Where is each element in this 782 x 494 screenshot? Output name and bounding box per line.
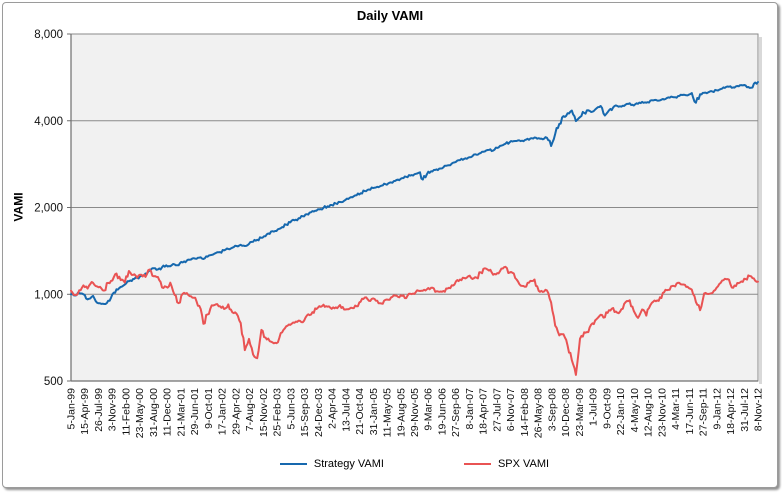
x-tick-label: 5-Jun-03 bbox=[285, 388, 297, 430]
spx-line-swatch-icon bbox=[463, 463, 491, 465]
x-tick-label: 23-May-00 bbox=[134, 388, 146, 438]
plot-shadow-right bbox=[759, 37, 762, 384]
x-tick-label: 21-Mar-01 bbox=[175, 388, 187, 437]
x-tick-label: 11-Feb-00 bbox=[121, 388, 133, 436]
x-tick-label: 15-Sep-03 bbox=[299, 388, 311, 437]
x-tick-label: 18-Apr-12 bbox=[725, 388, 737, 435]
x-tick-labels: 5-Jan-99 15-Apr-99 26-Jul-99 3-Nov-99 11-Feb… bbox=[66, 388, 765, 438]
y-tick-label: 8,000 bbox=[34, 29, 63, 41]
legend-item-strategy: Strategy VAMI bbox=[279, 458, 384, 470]
x-tick-label: 8-Nov-12 bbox=[753, 388, 765, 431]
x-tick-label: 29-Nov-05 bbox=[409, 388, 421, 437]
x-tick-label: 4-May-10 bbox=[629, 388, 641, 433]
x-tick-label: 7-Aug-02 bbox=[244, 388, 256, 431]
x-tick-label: 22-Jan-10 bbox=[615, 388, 627, 435]
x-tick-label: 31-Jan-05 bbox=[368, 388, 380, 435]
x-tick-label: 12-Aug-10 bbox=[643, 388, 655, 437]
series-lines bbox=[70, 81, 759, 376]
x-tick-label: 25-Feb-03 bbox=[272, 388, 284, 437]
x-tick-label: 1-Jul-09 bbox=[588, 388, 600, 426]
x-tick-label: 23-Nov-10 bbox=[656, 388, 668, 437]
x-tick-label: 3-Sep-08 bbox=[546, 388, 558, 431]
x-tick-label: 23-Mar-09 bbox=[574, 388, 586, 437]
spx-vami-line bbox=[70, 265, 759, 376]
x-tick-label: 14-Feb-08 bbox=[519, 388, 531, 437]
x-tick-label: 4-Mar-11 bbox=[670, 388, 682, 430]
x-tick-label: 9-Mar-06 bbox=[423, 388, 435, 431]
chart-title: Daily VAMI bbox=[356, 8, 424, 23]
x-tick-label: 21-Oct-04 bbox=[354, 388, 366, 435]
x-tick-label: 5-Jan-99 bbox=[66, 388, 78, 430]
x-tick-label: 15-Apr-99 bbox=[79, 388, 91, 435]
chart-frame: Daily VAMI VAMI 8,000 4,000 2,000 1,000 500 5… bbox=[2, 2, 778, 488]
legend-item-spx: SPX VAMI bbox=[463, 458, 550, 470]
x-tick-label: 9-Oct-09 bbox=[601, 388, 613, 429]
y-tick-label: 500 bbox=[44, 376, 63, 388]
y-tick-labels: 8,000 4,000 2,000 1,000 500 bbox=[34, 29, 63, 388]
x-tick-label: 27-Sep-06 bbox=[450, 388, 462, 437]
x-tick-label: 9-Oct-01 bbox=[203, 388, 215, 429]
x-tick-label: 27-Jul-07 bbox=[491, 388, 503, 432]
x-tick-label: 29-Apr-02 bbox=[230, 388, 242, 435]
legend-label-spx: SPX VAMI bbox=[497, 458, 550, 470]
legend-label-strategy: Strategy VAMI bbox=[313, 458, 384, 470]
strategy-vami-line bbox=[70, 81, 759, 305]
x-tick-label: 19-Aug-05 bbox=[395, 388, 407, 437]
x-tick-label: 31-Aug-00 bbox=[148, 388, 160, 437]
x-tick-label: 2-Apr-04 bbox=[327, 388, 339, 429]
y-tick-label: 1,000 bbox=[34, 289, 63, 301]
x-tick-label: 26-Jul-99 bbox=[93, 388, 105, 432]
x-tick-label: 17-Jun-11 bbox=[684, 388, 696, 435]
x-tick-label: 19-Jun-06 bbox=[437, 388, 449, 435]
x-tick-label: 3-Nov-99 bbox=[107, 388, 119, 431]
y-tick-label: 4,000 bbox=[34, 116, 63, 128]
x-tick-label: 15-Nov-02 bbox=[258, 388, 270, 437]
x-tick-label: 24-Dec-03 bbox=[313, 388, 325, 437]
x-tick-label: 27-Sep-11 bbox=[698, 388, 710, 436]
x-tick-label: 13-Jul-04 bbox=[340, 388, 352, 432]
y-tick-label: 2,000 bbox=[34, 203, 63, 215]
x-tick-label: 26-May-08 bbox=[533, 388, 545, 438]
strategy-line-swatch-icon bbox=[279, 463, 307, 465]
x-tick-label: 18-Apr-07 bbox=[478, 388, 490, 435]
x-tick-label: 29-Jun-01 bbox=[189, 388, 201, 435]
chart-legend: Strategy VAMI SPX VAMI bbox=[71, 455, 758, 473]
x-tick-label: 31-Jul-12 bbox=[739, 388, 751, 432]
x-tick-label: 11-May-05 bbox=[382, 388, 394, 438]
x-tick-label: 11-Dec-00 bbox=[162, 388, 174, 436]
x-tick-label: 9-Jan-12 bbox=[711, 388, 723, 430]
x-tick-label: 17-Jan-02 bbox=[217, 388, 229, 435]
x-tick-label: 6-Nov-07 bbox=[505, 388, 517, 431]
x-tick-label: 8-Jan-07 bbox=[464, 388, 476, 430]
x-tick-label: 10-Dec-08 bbox=[560, 388, 572, 437]
